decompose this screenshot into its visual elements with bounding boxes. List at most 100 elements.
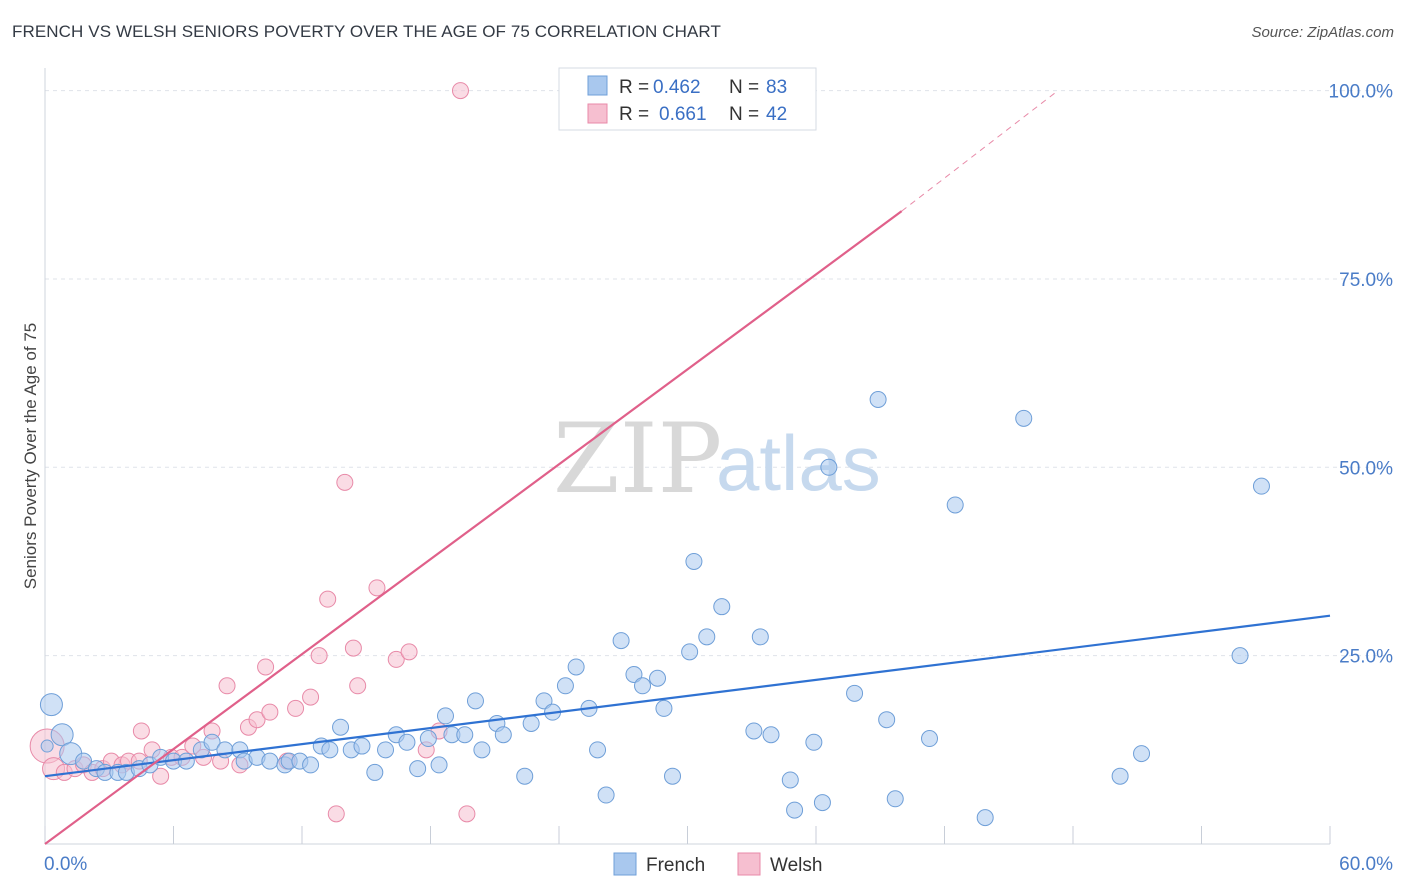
welsh-point — [319, 590, 337, 608]
welsh-point — [132, 722, 150, 740]
french-trend-line — [44, 614, 1331, 778]
french-point — [321, 741, 339, 759]
french-point — [1231, 647, 1249, 665]
french-point — [597, 786, 615, 804]
french-point — [685, 552, 703, 570]
french-point — [50, 723, 74, 747]
french-point — [1015, 409, 1033, 427]
french-point — [39, 693, 63, 717]
y-tick-label-0: 25.0% — [1339, 647, 1393, 668]
french-point — [786, 801, 804, 819]
bottom-legend-french-swatch — [613, 852, 637, 876]
x-ticks — [44, 826, 1331, 844]
french-point — [698, 628, 716, 646]
french-point — [878, 711, 896, 729]
welsh-trend-line — [44, 210, 903, 845]
french-point — [781, 771, 799, 789]
french-point — [869, 390, 887, 408]
welsh-point — [336, 473, 354, 491]
french-point — [302, 756, 320, 774]
french-point — [567, 658, 585, 676]
welsh-point — [310, 647, 328, 665]
french-point — [456, 726, 474, 744]
y-tick-labels: 25.0% 50.0% 75.0% 100.0% — [1329, 82, 1394, 668]
french-point — [946, 496, 964, 514]
french-point — [75, 752, 93, 770]
watermark: ZIP atlas — [553, 403, 881, 515]
bottom-legend-welsh-label: Welsh — [770, 855, 822, 876]
french-point — [762, 726, 780, 744]
legend-french-n-value: 83 — [766, 77, 787, 98]
chart-title: FRENCH VS WELSH SENIORS POVERTY OVER THE… — [12, 22, 721, 41]
french-point — [419, 730, 437, 748]
welsh-point — [458, 805, 476, 823]
french-point — [494, 726, 512, 744]
welsh-point — [152, 767, 170, 785]
french-point — [805, 733, 823, 751]
french-points — [39, 390, 1270, 827]
grid-layer — [45, 90, 1392, 657]
legend-french-swatch — [587, 75, 608, 96]
legend-french-n-label: N = — [729, 77, 759, 98]
french-point — [430, 756, 448, 774]
french-point — [366, 763, 384, 781]
french-point — [713, 598, 731, 616]
french-point — [473, 741, 491, 759]
french-point — [1111, 767, 1129, 785]
french-point — [589, 741, 607, 759]
french-point — [398, 733, 416, 751]
welsh-point — [349, 677, 367, 695]
x-tick-label-0: 0.0% — [44, 854, 87, 875]
x-tick-labels: 0.0% 60.0% — [44, 854, 1393, 875]
watermark-atlas: atlas — [716, 419, 881, 507]
chart-source: Source: ZipAtlas.com — [1251, 24, 1394, 41]
french-point — [1252, 477, 1270, 495]
french-point — [516, 767, 534, 785]
french-point — [634, 677, 652, 695]
french-point — [745, 722, 763, 740]
x-tick-label-1: 60.0% — [1339, 854, 1393, 875]
french-point — [377, 741, 395, 759]
french-point — [203, 733, 221, 751]
french-point — [612, 632, 630, 650]
french-point — [522, 714, 540, 732]
french-point — [353, 737, 371, 755]
legend-french-r-label: R = — [619, 77, 649, 98]
french-point — [177, 752, 195, 770]
welsh-point — [344, 639, 362, 657]
french-point — [655, 699, 673, 717]
trend-lines — [44, 90, 1331, 845]
french-point — [409, 760, 427, 778]
welsh-point — [261, 703, 279, 721]
french-point — [820, 458, 838, 476]
welsh-point — [387, 650, 405, 668]
legend-welsh-swatch — [587, 103, 608, 124]
legend-welsh-n-value: 42 — [766, 104, 787, 125]
y-tick-label-1: 50.0% — [1339, 458, 1393, 479]
french-point — [535, 692, 553, 710]
welsh-trend-extension — [901, 90, 1059, 212]
welsh-point — [257, 658, 275, 676]
welsh-point — [368, 579, 386, 597]
french-point — [681, 643, 699, 661]
welsh-point — [287, 699, 305, 717]
french-point — [649, 669, 667, 687]
welsh-point — [218, 677, 236, 695]
french-point — [436, 707, 454, 725]
y-tick-label-2: 75.0% — [1339, 270, 1393, 291]
welsh-point — [248, 711, 266, 729]
french-point — [886, 790, 904, 808]
french-point — [40, 739, 54, 753]
watermark-zip: ZIP — [553, 403, 722, 515]
y-axis-label: Seniors Poverty Over the Age of 75 — [21, 323, 40, 589]
legend-french-r-value: 0.462 — [653, 77, 701, 98]
french-point — [921, 730, 939, 748]
french-point — [261, 752, 279, 770]
welsh-point — [451, 82, 469, 100]
french-point — [466, 692, 484, 710]
bottom-legend-welsh-swatch — [737, 852, 761, 876]
bottom-legend-french-label: French — [646, 855, 705, 876]
french-point — [813, 794, 831, 812]
welsh-point — [302, 688, 320, 706]
